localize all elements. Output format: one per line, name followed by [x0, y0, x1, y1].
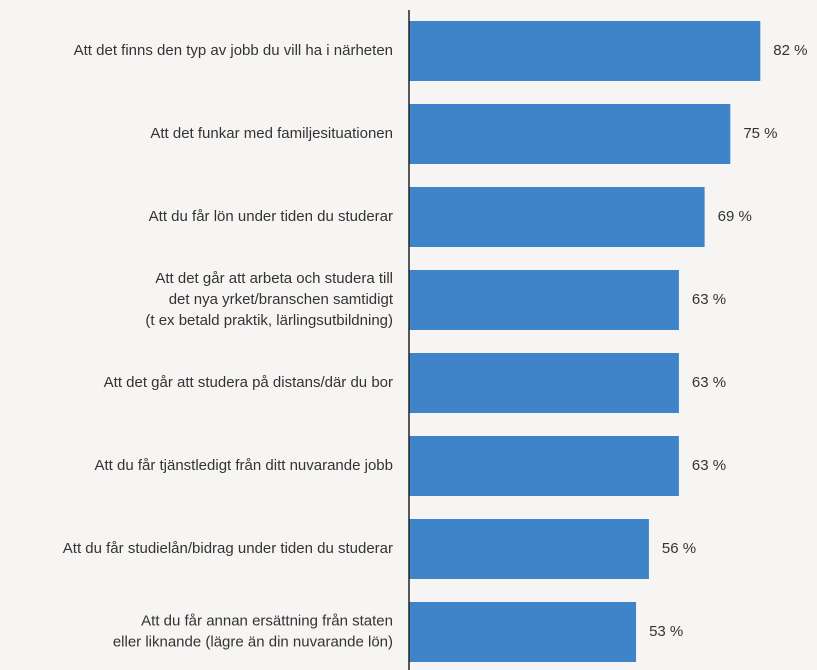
bar	[409, 187, 705, 247]
bar	[409, 21, 761, 81]
value-label: 63 %	[692, 291, 726, 308]
value-label: 63 %	[692, 374, 726, 391]
category-label: Att det funkar med familjesituationen	[150, 125, 393, 142]
bar	[409, 104, 731, 164]
value-label: 56 %	[662, 540, 696, 557]
bar	[409, 602, 637, 662]
value-label: 53 %	[649, 623, 683, 640]
bar	[409, 270, 679, 330]
category-label: Att du får tjänstledigt från ditt nuvara…	[94, 457, 393, 474]
value-label: 63 %	[692, 457, 726, 474]
category-label: Att du får lön under tiden du studerar	[149, 208, 393, 225]
value-label: 82 %	[773, 42, 807, 59]
category-label: Att du får studielån/bidrag under tiden …	[63, 540, 393, 557]
value-label: 69 %	[718, 208, 752, 225]
bar	[409, 436, 679, 496]
category-label: Att det finns den typ av jobb du vill ha…	[74, 42, 393, 59]
category-label: Att det går att studera på distans/där d…	[104, 374, 393, 391]
bar	[409, 519, 649, 579]
bar	[409, 353, 679, 413]
category-label: Att du får annan ersättning från staten e…	[113, 612, 393, 650]
category-label: Att det går att arbeta och studera till d…	[145, 270, 393, 329]
value-label: 75 %	[743, 125, 777, 142]
